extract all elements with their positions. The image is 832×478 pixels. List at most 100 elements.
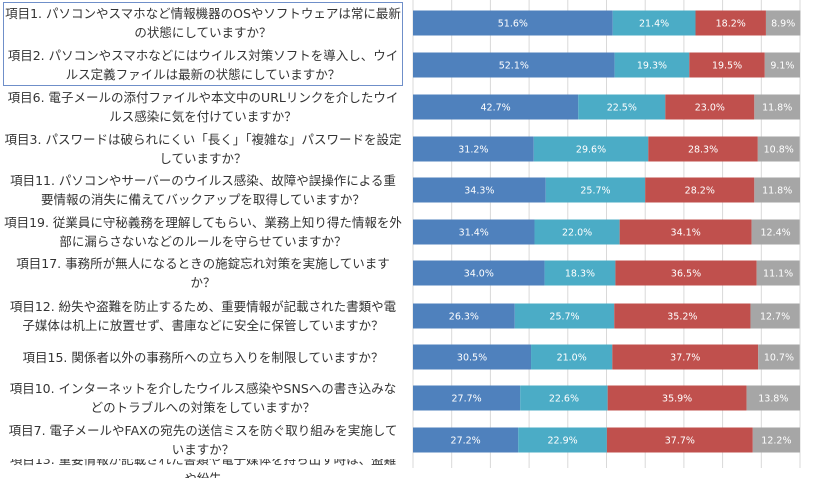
bar-segment <box>764 52 800 78</box>
truncated-question-label: 項目13. 重要情報が記載された書類や電子媒体を持ち出す時は、盗難や紛失 <box>9 459 397 478</box>
bar-segment <box>619 219 752 245</box>
bar-segment <box>413 10 613 36</box>
bar-segment <box>413 385 521 411</box>
bar-segment <box>413 177 546 203</box>
bar-segment <box>518 427 607 453</box>
question-label: 項目11. パソコンやサーバーのウイルス感染、故障や誤操作による重要情報の消失に… <box>10 173 396 207</box>
value-label: 11.8% <box>762 186 792 197</box>
value-label: 35.9% <box>662 394 692 405</box>
bar-segment <box>545 177 646 203</box>
value-label: 36.5% <box>671 269 701 280</box>
question-label: 項目12. 紛失や盗難を防止するため、重要情報が記載された書類や電子媒体は机上に… <box>9 299 397 333</box>
value-label: 22.0% <box>562 228 592 239</box>
value-label: 19.3% <box>637 61 667 72</box>
stacked-bar-chart: 項目1. パソコンやスマホなど情報機器のOSやソフトウェアは常に最新の状態にして… <box>3 0 801 478</box>
bar-segment <box>612 344 759 370</box>
value-label: 37.7% <box>665 436 695 447</box>
bar-segment <box>413 136 534 162</box>
bar-segment <box>514 303 615 329</box>
bar-segment <box>645 177 755 203</box>
bar-segment <box>758 344 800 370</box>
value-label: 12.4% <box>761 228 791 239</box>
bar-segment <box>665 94 755 120</box>
value-label: 31.4% <box>459 228 489 239</box>
value-label: 12.7% <box>760 312 790 323</box>
bar-segment <box>695 10 766 36</box>
bar-segment <box>751 219 800 245</box>
value-label: 21.0% <box>557 353 587 364</box>
value-label: 8.9% <box>771 19 795 30</box>
value-label: 25.7% <box>580 186 610 197</box>
bar-segment <box>544 260 616 286</box>
bar-segment <box>752 427 800 453</box>
question-label: 項目10. インターネットを介したウイルス感染やSNSへの書き込みなどのトラブル… <box>9 381 397 415</box>
value-label: 10.7% <box>764 353 794 364</box>
bar-segment <box>614 303 751 329</box>
bar-segment <box>534 219 620 245</box>
value-label: 9.1% <box>770 61 794 72</box>
bar-segment <box>413 52 615 78</box>
value-label: 34.0% <box>464 269 494 280</box>
value-label: 11.1% <box>763 269 793 280</box>
value-label: 22.9% <box>547 436 577 447</box>
value-label: 31.2% <box>458 145 488 156</box>
bar-segment <box>578 94 666 120</box>
question-label: 項目19. 従業員に守秘義務を理解してもらい、業務上知り得た情報を外部に漏らさな… <box>4 215 402 249</box>
bar-segment <box>689 52 765 78</box>
bar-segment <box>531 344 613 370</box>
bar-segment <box>765 10 801 36</box>
value-label: 22.6% <box>549 394 579 405</box>
value-label: 26.3% <box>449 312 479 323</box>
bar-segment <box>750 303 800 329</box>
question-label: 項目17. 事務所が無人になるときの施錠忘れ対策を実施していますか？ <box>16 256 390 290</box>
value-label: 28.2% <box>685 186 715 197</box>
bar-segment <box>413 344 532 370</box>
value-label: 27.2% <box>451 436 481 447</box>
bar-segment <box>413 303 515 329</box>
value-label: 11.8% <box>762 103 792 114</box>
question-label: 項目1. パソコンやスマホなど情報機器のOSやソフトウェアは常に最新の状態にして… <box>5 6 401 40</box>
value-label: 18.2% <box>716 19 746 30</box>
bar-segment <box>413 260 545 286</box>
bar-segment <box>413 219 535 245</box>
question-label: 項目15. 関係者以外の事務所への立ち入りを制限していますか？ <box>22 349 384 365</box>
bar-segment <box>754 177 800 203</box>
bar-segment <box>648 136 758 162</box>
bar-segment <box>612 10 696 36</box>
value-label: 28.3% <box>688 145 718 156</box>
bar-segment <box>606 427 753 453</box>
value-label: 34.3% <box>464 186 494 197</box>
value-label: 10.8% <box>764 145 794 156</box>
bar-segment <box>757 136 800 162</box>
value-label: 18.3% <box>565 269 595 280</box>
value-label: 34.1% <box>671 228 701 239</box>
bar-segment <box>413 94 579 120</box>
value-label: 25.7% <box>549 312 579 323</box>
value-label: 13.8% <box>758 394 788 405</box>
value-label: 37.7% <box>670 353 700 364</box>
bar-segment <box>533 136 649 162</box>
value-label: 23.0% <box>695 103 725 114</box>
bar-segment <box>615 260 757 286</box>
bar-segment <box>520 385 608 411</box>
value-label: 29.6% <box>576 145 606 156</box>
value-label: 22.5% <box>607 103 637 114</box>
bar-segment <box>756 260 800 286</box>
plot-area: 51.6% 21.4% 18.2% 8.9% 52.1% 19.3% 19.5% 9.1% 42… <box>412 0 801 468</box>
question-label: 項目3. パスワードは破られにくい「長く」「複雑な」パスワードを設定していますか… <box>4 132 402 166</box>
question-label: 項目2. パソコンやスマホなどにはウイルス対策ソフトを導入し、ウイルス定義ファイ… <box>7 48 399 82</box>
value-label: 12.2% <box>761 436 791 447</box>
bar-segment <box>607 385 747 411</box>
question-label: 項目6. 電子メールの添付ファイルや本文中のURLリンクを介したウイルス感染に気… <box>7 90 399 124</box>
value-label: 35.2% <box>667 312 697 323</box>
value-label: 21.4% <box>639 19 669 30</box>
question-label: 項目7. 電子メールやFAXの宛先の送信ミスを防ぐ取り組みを実施していますか？ <box>8 423 398 457</box>
value-label: 52.1% <box>499 61 529 72</box>
value-label: 30.5% <box>457 353 487 364</box>
value-label: 51.6% <box>498 19 528 30</box>
value-label: 27.7% <box>452 394 482 405</box>
bar-segment <box>746 385 800 411</box>
bar-segment <box>413 427 519 453</box>
highlight-box <box>3 2 403 86</box>
value-label: 19.5% <box>712 61 742 72</box>
